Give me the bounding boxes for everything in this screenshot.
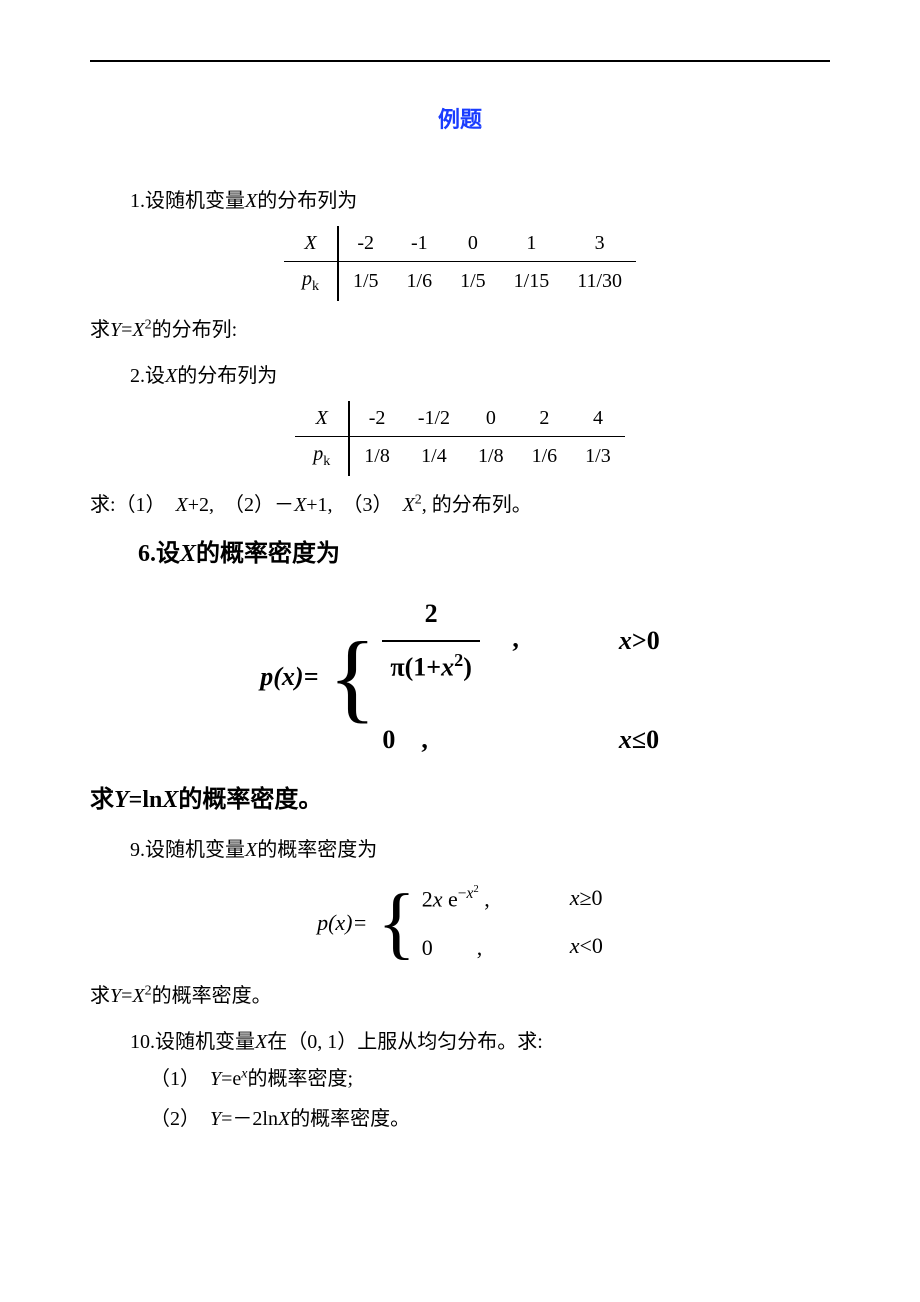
- case-2-cond: x≤0: [619, 717, 660, 764]
- table-row: X -2 -1 0 1 3: [284, 226, 636, 262]
- problem-10-intro: 10.设随机变量X在（0, 1）上服从均匀分布。求:: [90, 1025, 830, 1059]
- problem-2-table: X -2 -1/2 0 2 4 pk 1/8 1/4 1/8 1/6 1/3: [295, 401, 624, 476]
- row-header-p: pk: [284, 262, 338, 302]
- equation-lhs: p(x)=: [260, 654, 322, 701]
- table-cell: 2: [518, 401, 572, 437]
- table-row: pk 1/8 1/4 1/8 1/6 1/3: [295, 437, 624, 477]
- problem-6-intro: 6.设X的概率密度为: [90, 534, 830, 575]
- row-header-x: X: [295, 401, 349, 437]
- problem-1: 1.设随机变量X的分布列为 X -2 -1 0 1 3 pk 1/5 1/6 1…: [90, 184, 830, 347]
- table-cell: 1/5: [446, 262, 500, 302]
- section-title: 例题: [90, 102, 830, 134]
- problem-2-outro: 求:（1） X+2, （2）－X+1, （3） X2, 的分布列。: [90, 488, 830, 522]
- table-cell: 1/6: [518, 437, 572, 477]
- table-cell: -2: [349, 401, 404, 437]
- case-2-expr: 0 ,: [382, 717, 519, 764]
- problem-9-outro: 求Y=X2的概率密度。: [90, 979, 830, 1013]
- equation-lhs: p(x)=: [317, 910, 371, 936]
- table-cell: 0: [464, 401, 518, 437]
- equation-cases: 2x e−x2 , x≥0 0 , x<0: [422, 883, 603, 962]
- table-cell: -1: [393, 226, 447, 262]
- problem-6-equation: p(x)= { 2 π(1+x2) , x>0 0 , x≤0: [90, 591, 830, 764]
- table-cell: 1/8: [464, 437, 518, 477]
- table-cell: 1/6: [393, 262, 447, 302]
- case-1-expr: 2x e−x2 ,: [422, 883, 490, 912]
- equation-cases: 2 π(1+x2) , x>0 0 , x≤0: [382, 591, 659, 764]
- table-cell: 1/5: [338, 262, 393, 302]
- brace-icon: {: [322, 627, 382, 727]
- table-cell: 1/3: [571, 437, 625, 477]
- table-cell: 1/15: [500, 262, 564, 302]
- table-cell: 1/4: [404, 437, 464, 477]
- case-1-cond: x>0: [619, 618, 660, 665]
- problem-9-intro: 9.设随机变量X的概率密度为: [90, 833, 830, 867]
- problem-6: 6.设X的概率密度为 p(x)= { 2 π(1+x2) , x>0 0 , x…: [90, 534, 830, 821]
- problem-9: 9.设随机变量X的概率密度为 p(x)= { 2x e−x2 , x≥0 0 ,…: [90, 833, 830, 1013]
- problem-10-item-1: （1） Y=ex的概率密度;: [90, 1059, 830, 1099]
- table-cell: 4: [571, 401, 625, 437]
- table-cell: 1: [500, 226, 564, 262]
- table-cell: -2: [338, 226, 393, 262]
- problem-2: 2.设X的分布列为 X -2 -1/2 0 2 4 pk 1/8 1/4 1/8…: [90, 359, 830, 522]
- fraction-numerator: 2: [382, 591, 479, 642]
- table-row: pk 1/5 1/6 1/5 1/15 11/30: [284, 262, 636, 302]
- brace-icon: {: [371, 883, 421, 963]
- row-header-p: pk: [295, 437, 349, 477]
- problem-9-equation: p(x)= { 2x e−x2 , x≥0 0 , x<0: [90, 883, 830, 963]
- fraction-denominator: π(1+x2): [382, 642, 479, 691]
- top-rule: [90, 60, 830, 62]
- case-1-expr: 2 π(1+x2) ,: [382, 591, 519, 691]
- table-cell: -1/2: [404, 401, 464, 437]
- case-2-cond: x<0: [570, 933, 603, 959]
- problem-6-outro: 求Y=lnX的概率密度。: [90, 780, 830, 821]
- table-cell: 0: [446, 226, 500, 262]
- problem-1-intro: 1.设随机变量X的分布列为: [90, 184, 830, 218]
- table-cell: 3: [563, 226, 636, 262]
- table-row: X -2 -1/2 0 2 4: [295, 401, 624, 437]
- table-cell: 11/30: [563, 262, 636, 302]
- table-cell: 1/8: [349, 437, 404, 477]
- problem-1-table: X -2 -1 0 1 3 pk 1/5 1/6 1/5 1/15 11/30: [284, 226, 636, 301]
- row-header-x: X: [284, 226, 338, 262]
- problem-1-outro: 求Y=X2的分布列:: [90, 313, 830, 347]
- problem-2-intro: 2.设X的分布列为: [90, 359, 830, 393]
- problem-10-item-2: （2） Y=－2lnX的概率密度。: [90, 1099, 830, 1139]
- case-2-expr: 0 ,: [422, 930, 490, 962]
- problem-10: 10.设随机变量X在（0, 1）上服从均匀分布。求: （1） Y=ex的概率密度…: [90, 1025, 830, 1139]
- case-1-cond: x≥0: [570, 885, 603, 911]
